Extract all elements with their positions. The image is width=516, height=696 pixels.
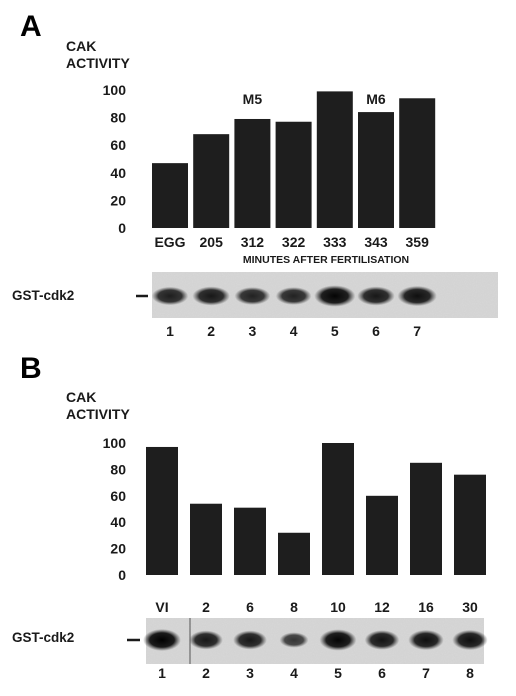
bar-322 (275, 121, 312, 228)
blot-band-lane-6 (357, 286, 395, 306)
lane-number: 7 (413, 323, 421, 339)
x-tick-label: 205 (200, 234, 224, 250)
bar-312 (234, 118, 271, 228)
panel-letter-b: B (20, 352, 42, 385)
y-tick-label: 80 (110, 110, 126, 126)
bar-359 (399, 98, 436, 228)
annotation-m5: M5 (243, 91, 263, 107)
bars (152, 91, 436, 228)
blot-band-lane-3 (233, 630, 267, 650)
blot-band-lane-7 (408, 629, 444, 651)
y-tick-label: 80 (110, 461, 126, 477)
lane-number: 2 (202, 665, 210, 681)
bar-VI (146, 446, 178, 575)
x-axis-label: MINUTES AFTER FERTILISATION (243, 254, 409, 266)
y-tick-label: 100 (103, 82, 127, 98)
blot-band-lane-1 (143, 629, 181, 651)
blot-band-lane-1 (151, 286, 189, 306)
y-tick-label: 20 (110, 541, 126, 557)
lane-number: 4 (290, 323, 298, 339)
x-tick-label: 359 (406, 234, 430, 250)
y-tick-label: 40 (110, 165, 126, 181)
blot-band-lane-6 (364, 630, 400, 650)
lane-number: 5 (334, 665, 342, 681)
bar-12 (366, 495, 398, 575)
x-tick-label: 333 (323, 234, 347, 250)
x-tick-label: 16 (418, 599, 434, 615)
lane-number: 8 (466, 665, 474, 681)
lane-number: 6 (378, 665, 386, 681)
western-blot: GST-cdk2 1 2 3 4 5 6 7 (12, 272, 498, 339)
x-tick-label: 12 (374, 599, 390, 615)
x-tick-label: 30 (462, 599, 478, 615)
blot-band-lane-7 (397, 285, 437, 307)
x-tick-label: 312 (241, 234, 265, 250)
lane-number: 4 (290, 665, 298, 681)
panel-letter-a: A (20, 10, 42, 43)
bar-30 (454, 474, 486, 575)
blot-band-lane-3 (234, 287, 271, 305)
blot-band-lane-2 (192, 286, 230, 306)
blot-band-lane-4 (275, 287, 312, 305)
y-axis-label-line-1: CAK (66, 38, 96, 54)
lane-number: 3 (246, 665, 254, 681)
bar-EGG (152, 163, 188, 228)
lane-number: 1 (158, 665, 166, 681)
blot-band-lane-8 (452, 629, 488, 651)
x-tick-label: 10 (330, 599, 346, 615)
bar-6 (234, 507, 266, 575)
x-tick-label: 6 (246, 599, 254, 615)
lane-number: 5 (331, 323, 339, 339)
y-axis-label-line-2: ACTIVITY (66, 406, 130, 422)
x-tick-label: EGG (154, 234, 185, 250)
bar-10 (322, 443, 354, 575)
x-tick-label: VI (155, 599, 168, 615)
blot-label: GST-cdk2 (12, 288, 74, 303)
y-tick-label: 100 (103, 435, 127, 451)
y-tick-label: 20 (110, 192, 126, 208)
lane-number: 7 (422, 665, 430, 681)
lane-number: 1 (166, 323, 174, 339)
blot-band-lane-4 (279, 632, 309, 648)
annotation-m6: M6 (366, 91, 386, 107)
x-tick-label: 2 (202, 599, 210, 615)
lane-number: 6 (372, 323, 380, 339)
blot-band-lane-2 (189, 630, 223, 650)
bar-8 (278, 532, 310, 575)
western-blot: GST-cdk2 1 2 3 4 5 6 7 8 (12, 618, 488, 681)
y-tick-label: 40 (110, 514, 126, 530)
bar-16 (410, 462, 442, 575)
x-tick-label: 343 (364, 234, 388, 250)
y-tick-label: 60 (110, 488, 126, 504)
blot-band-lane-5 (319, 629, 357, 651)
bar-205 (193, 134, 230, 228)
x-tick-labels: VI 2 6 8 10 12 16 30 (155, 599, 478, 615)
y-axis: 0 20 40 60 80 100 (103, 435, 127, 583)
blot-label: GST-cdk2 (12, 630, 74, 645)
y-tick-label: 0 (118, 567, 126, 583)
x-tick-labels: EGG 205 312 322 333 343 359 (154, 234, 429, 250)
bar-343 (358, 112, 394, 228)
y-tick-label: 60 (110, 137, 126, 153)
lane-number: 3 (249, 323, 257, 339)
x-tick-label: 8 (290, 599, 298, 615)
y-axis-label-line-1: CAK (66, 389, 96, 405)
bars (146, 443, 486, 575)
y-axis: 0 20 40 60 80 100 (103, 82, 127, 236)
blot-band-lane-5 (314, 285, 356, 307)
lane-number: 2 (207, 323, 215, 339)
y-tick-label: 0 (118, 220, 126, 236)
bar-333 (316, 91, 353, 228)
y-axis-label-line-2: ACTIVITY (66, 55, 130, 71)
x-tick-label: 322 (282, 234, 306, 250)
bar-2 (190, 503, 222, 575)
annotations: M5 M6 (243, 91, 386, 107)
